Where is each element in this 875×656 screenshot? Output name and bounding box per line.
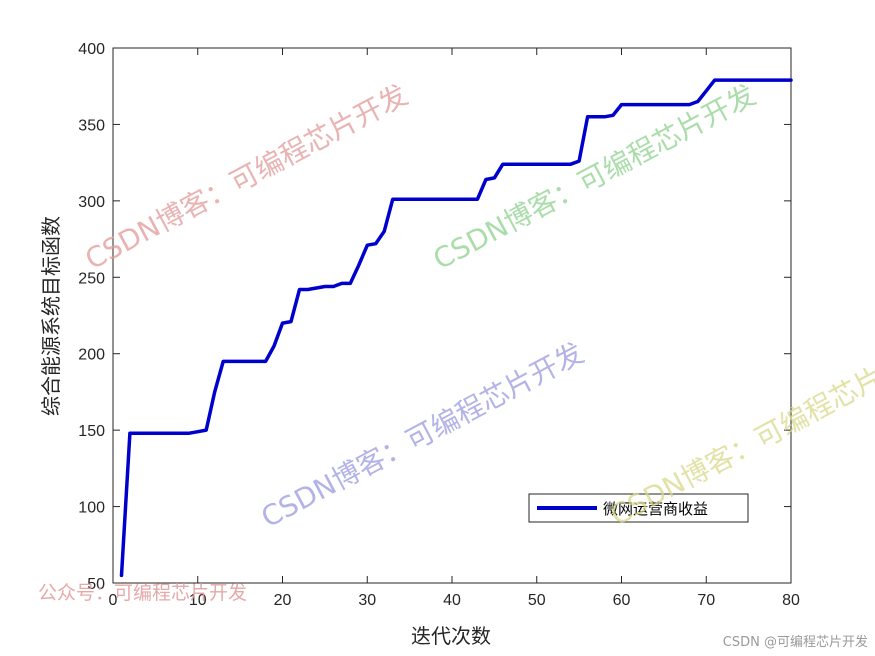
watermark-text: CSDN博客：可编程芯片开发 [80, 78, 413, 276]
series-layer [119, 78, 793, 578]
x-tick-label: 10 [189, 592, 207, 609]
x-axis-label: 迭代次数 [411, 624, 491, 648]
watermarks: CSDN博客：可编程芯片开发 CSDN博客：可编程芯片开发 CSDN博客：可编程… [38, 78, 875, 604]
watermark-text: 公众号：可编程芯片开发 [38, 582, 247, 604]
x-tick-label: 80 [782, 592, 800, 609]
x-tick-label: 0 [109, 592, 118, 609]
x-tick-label: 60 [613, 592, 631, 609]
x-tick-label: 20 [274, 592, 292, 609]
y-tick-label: 300 [78, 194, 105, 211]
legend: 微网运营商收益 [528, 493, 749, 523]
y-tick-label: 50 [87, 576, 105, 593]
x-tick-label: 30 [358, 592, 376, 609]
series-line [119, 78, 793, 578]
y-tick-label: 400 [78, 41, 105, 58]
x-tick-label: 40 [443, 592, 461, 609]
y-tick-label: 350 [78, 117, 105, 134]
y-tick-label: 250 [78, 270, 105, 287]
y-axis-ticks: 50 100 150 200 250 300 350 400 [78, 41, 791, 593]
x-axis-ticks: 0 10 20 30 40 50 60 70 80 [109, 48, 800, 609]
source-footer: CSDN @可编程芯片开发 [723, 634, 868, 650]
x-tick-label: 50 [528, 592, 546, 609]
y-tick-label: 200 [78, 347, 105, 364]
x-tick-label: 70 [697, 592, 715, 609]
y-tick-label: 100 [78, 500, 105, 517]
watermark-text: CSDN博客：可编程芯片开发 [428, 78, 761, 276]
legend-label: 微网运营商收益 [603, 500, 708, 518]
y-axis-label: 综合能源系统目标函数 [39, 216, 63, 416]
y-tick-label: 150 [78, 423, 105, 440]
